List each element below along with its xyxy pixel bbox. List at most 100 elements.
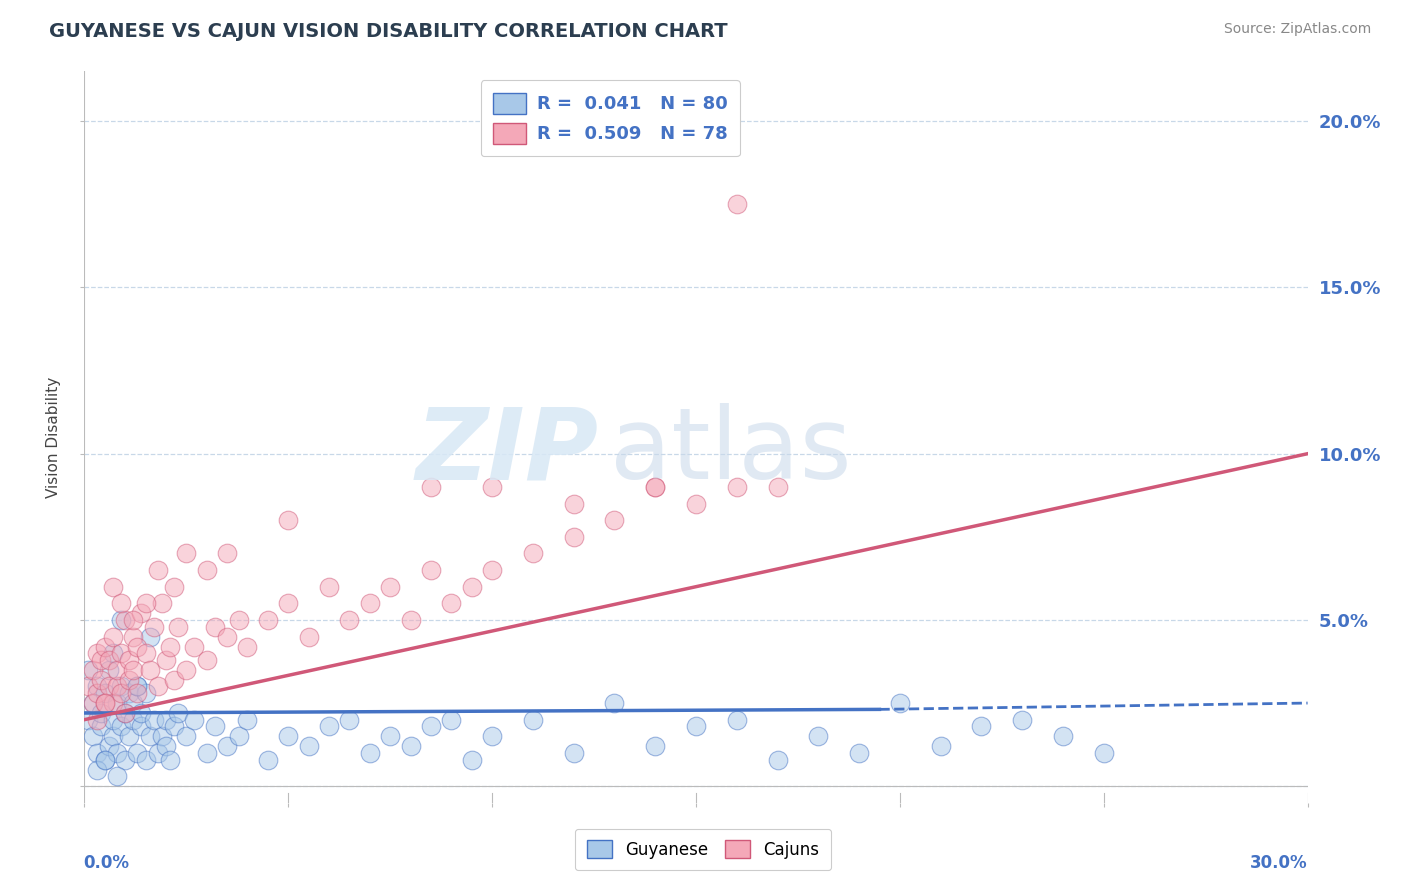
Point bbox=[101, 696, 124, 710]
Point bbox=[807, 729, 830, 743]
Point bbox=[131, 719, 153, 733]
Point bbox=[318, 719, 340, 733]
Point bbox=[135, 686, 157, 700]
Text: 0.0%: 0.0% bbox=[83, 854, 129, 872]
Point bbox=[167, 706, 190, 720]
Point bbox=[481, 729, 503, 743]
Point bbox=[420, 563, 443, 577]
Point bbox=[522, 546, 544, 560]
Point bbox=[127, 686, 149, 700]
Point bbox=[135, 753, 157, 767]
Point bbox=[122, 696, 145, 710]
Point bbox=[562, 497, 585, 511]
Point bbox=[86, 746, 108, 760]
Point bbox=[359, 596, 381, 610]
Point bbox=[90, 653, 112, 667]
Point bbox=[138, 729, 160, 743]
Point bbox=[93, 686, 115, 700]
Point bbox=[399, 739, 422, 754]
Point bbox=[110, 646, 132, 660]
Point bbox=[86, 763, 108, 777]
Point bbox=[93, 753, 115, 767]
Point bbox=[110, 719, 132, 733]
Point bbox=[118, 686, 141, 700]
Point bbox=[420, 719, 443, 733]
Point bbox=[118, 653, 141, 667]
Point bbox=[90, 706, 112, 720]
Point bbox=[522, 713, 544, 727]
Point bbox=[105, 663, 128, 677]
Point bbox=[101, 729, 124, 743]
Point bbox=[118, 673, 141, 687]
Point bbox=[105, 696, 128, 710]
Point bbox=[1011, 713, 1033, 727]
Point bbox=[138, 663, 160, 677]
Point bbox=[122, 630, 145, 644]
Point bbox=[97, 739, 120, 754]
Point bbox=[101, 630, 124, 644]
Point bbox=[685, 719, 707, 733]
Point bbox=[603, 513, 626, 527]
Point bbox=[114, 613, 136, 627]
Point bbox=[105, 769, 128, 783]
Point bbox=[93, 696, 115, 710]
Point bbox=[93, 696, 115, 710]
Point bbox=[135, 646, 157, 660]
Point bbox=[90, 673, 112, 687]
Point bbox=[77, 680, 100, 694]
Point bbox=[766, 480, 789, 494]
Point bbox=[644, 480, 666, 494]
Point bbox=[82, 696, 104, 710]
Point bbox=[217, 739, 239, 754]
Text: atlas: atlas bbox=[610, 403, 852, 500]
Point bbox=[77, 713, 100, 727]
Point bbox=[236, 713, 259, 727]
Point bbox=[183, 713, 205, 727]
Point bbox=[277, 513, 299, 527]
Point bbox=[195, 563, 218, 577]
Point bbox=[440, 713, 463, 727]
Point bbox=[101, 646, 124, 660]
Legend: R =  0.041   N = 80, R =  0.509   N = 78: R = 0.041 N = 80, R = 0.509 N = 78 bbox=[481, 80, 740, 156]
Point bbox=[97, 663, 120, 677]
Point bbox=[146, 563, 169, 577]
Point bbox=[82, 663, 104, 677]
Point bbox=[298, 739, 321, 754]
Text: 30.0%: 30.0% bbox=[1250, 854, 1308, 872]
Point bbox=[110, 680, 132, 694]
Point bbox=[318, 580, 340, 594]
Text: ZIP: ZIP bbox=[415, 403, 598, 500]
Point bbox=[77, 663, 100, 677]
Point bbox=[114, 706, 136, 720]
Text: Source: ZipAtlas.com: Source: ZipAtlas.com bbox=[1223, 22, 1371, 37]
Point bbox=[101, 713, 124, 727]
Point bbox=[603, 696, 626, 710]
Point bbox=[127, 680, 149, 694]
Point bbox=[217, 630, 239, 644]
Point bbox=[1052, 729, 1074, 743]
Point bbox=[131, 706, 153, 720]
Point bbox=[183, 640, 205, 654]
Y-axis label: Vision Disability: Vision Disability bbox=[46, 376, 62, 498]
Point bbox=[339, 713, 361, 727]
Point bbox=[122, 663, 145, 677]
Point bbox=[195, 653, 218, 667]
Point bbox=[167, 619, 190, 633]
Point bbox=[114, 753, 136, 767]
Point bbox=[105, 680, 128, 694]
Point bbox=[97, 680, 120, 694]
Point bbox=[127, 640, 149, 654]
Point bbox=[766, 753, 789, 767]
Point bbox=[86, 686, 108, 700]
Point bbox=[114, 706, 136, 720]
Point bbox=[481, 480, 503, 494]
Point bbox=[929, 739, 952, 754]
Point bbox=[644, 739, 666, 754]
Point bbox=[163, 673, 186, 687]
Point bbox=[155, 739, 177, 754]
Point bbox=[101, 580, 124, 594]
Point bbox=[163, 580, 186, 594]
Point bbox=[461, 580, 484, 594]
Point bbox=[86, 713, 108, 727]
Point bbox=[174, 663, 197, 677]
